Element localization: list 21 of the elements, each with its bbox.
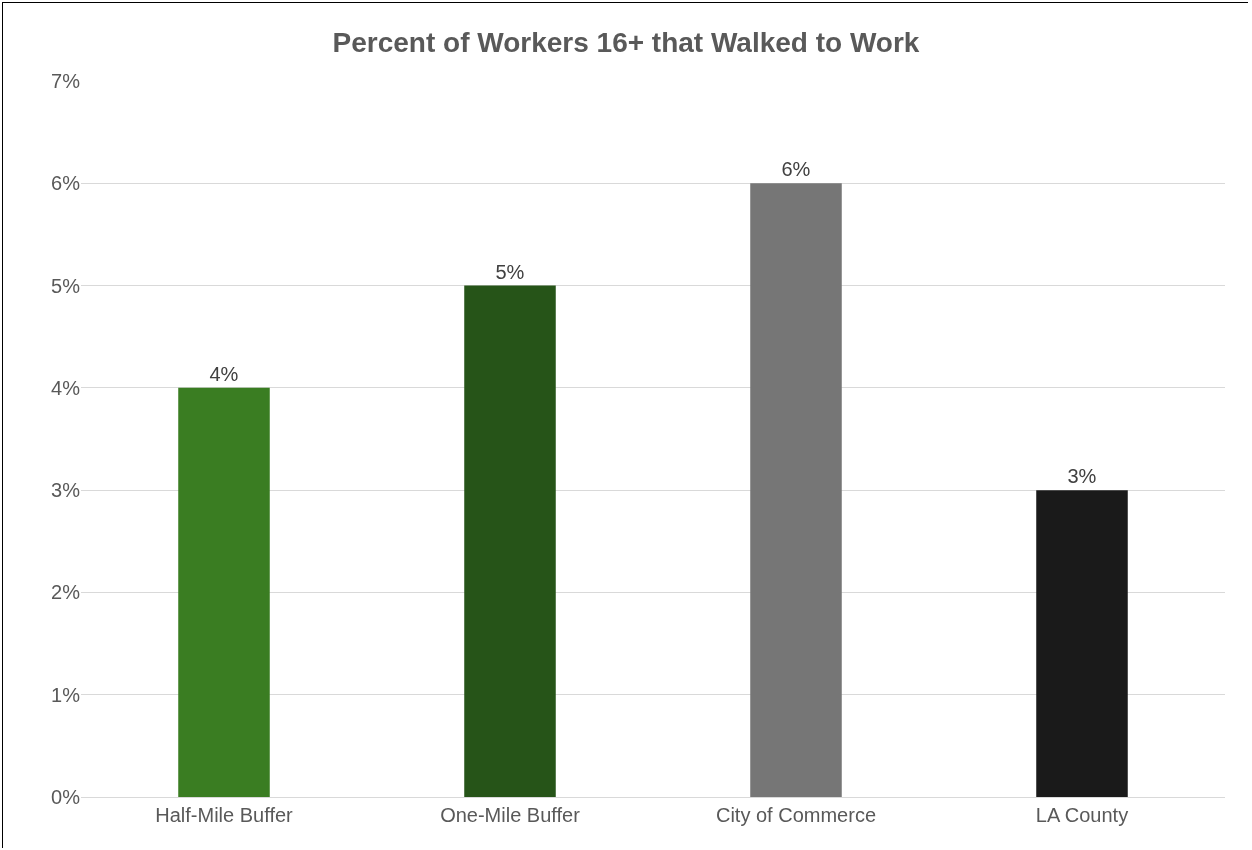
y-tick-label: 6% — [51, 172, 81, 195]
y-tick-label: 4% — [51, 376, 81, 399]
y-tick-label: 2% — [51, 581, 81, 604]
y-tick-label: 7% — [51, 70, 81, 92]
x-tick-label: One-Mile Buffer — [440, 804, 581, 826]
bar — [1036, 490, 1128, 797]
chart-title: Percent of Workers 16+ that Walked to Work — [332, 27, 920, 59]
data-label: 3% — [1067, 465, 1097, 488]
y-tick-label: 5% — [51, 274, 81, 297]
data-label: 5% — [495, 260, 525, 283]
bar — [178, 387, 270, 797]
y-tick-label: 3% — [51, 479, 81, 502]
x-tick-label: LA County — [1035, 804, 1129, 826]
y-tick-label: 1% — [51, 683, 81, 706]
x-tick-label: Half-Mile Buffer — [155, 804, 294, 826]
bar — [750, 183, 842, 797]
x-tick-label: City of Commerce — [715, 804, 877, 826]
data-label: 4% — [209, 362, 239, 385]
y-tick-label: 0% — [51, 786, 81, 808]
data-label: 6% — [781, 158, 811, 181]
bar — [464, 285, 556, 797]
